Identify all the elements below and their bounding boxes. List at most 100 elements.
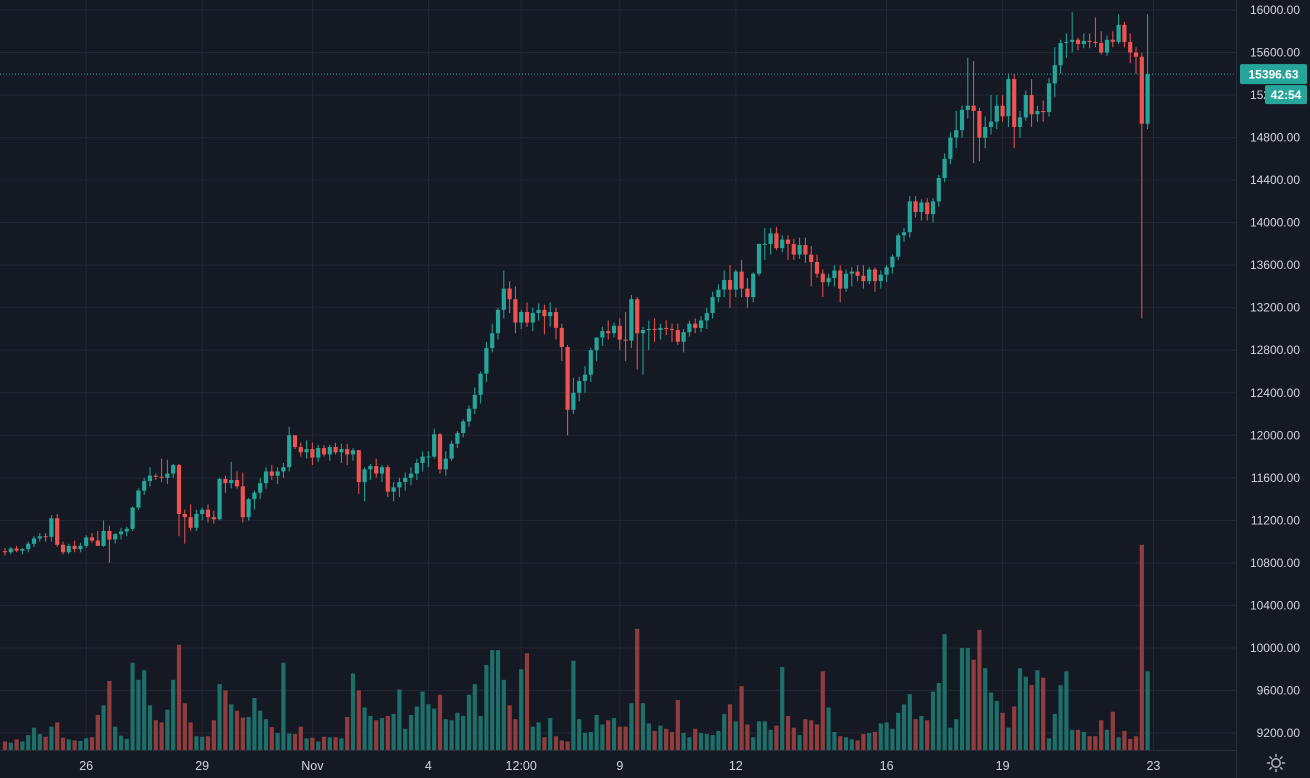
candle-body [646,328,651,331]
candle-body [414,462,419,474]
volume-bar [223,690,228,750]
volume-bar [664,728,669,750]
candle-body [211,517,216,520]
candle-body [229,479,234,484]
candle-body [1064,41,1069,43]
candle-body [432,434,437,457]
volume-bar [1128,738,1133,750]
volume-bar [20,741,25,750]
volume-bar [495,650,501,750]
volume-bar [1017,668,1023,750]
candle-body [437,434,443,470]
volume-bar [484,664,489,750]
candle-body [507,288,512,300]
volume-bar [333,737,338,750]
candle-body [611,325,617,334]
candle-body [959,109,965,131]
volume-bar [1052,713,1057,750]
volume-bar [1099,720,1104,750]
candle-body [1012,79,1017,127]
volume-bar [739,686,744,750]
candle-body [826,277,831,283]
candle-body [89,537,95,541]
volume-bar [693,728,698,750]
volume-bar [878,723,883,750]
candle-body [1000,105,1005,117]
candle-body [455,433,460,444]
volume-bar [687,737,692,750]
volume-bar [809,720,814,750]
volume-bar [252,697,257,750]
volume-bar [1087,736,1092,750]
y-tick-label: 16000.00 [1250,3,1300,17]
volume-bar [756,721,762,750]
volume-bar [1139,544,1144,750]
candle-body [768,233,773,244]
volume-bar [681,733,686,750]
gear-icon[interactable] [1266,753,1286,773]
candle-body [901,232,907,236]
candle-body [66,545,71,553]
volume-bar [1116,737,1121,750]
candle-body [640,330,646,334]
y-tick-label: 14400.00 [1250,173,1300,187]
volume-bar [78,740,83,750]
x-axis[interactable]: 26 29 Nov 4 12:00 9 12 16 19 23 [0,750,1236,774]
candle-body [252,492,257,500]
volume-bar [745,724,750,750]
volume-bar [374,720,379,750]
candle-body [339,449,344,453]
y-tick-label: 12400.00 [1250,386,1300,400]
volume-bar [490,650,495,750]
candle-body [478,373,483,395]
volume-bar [722,713,727,750]
candle-body [983,126,988,138]
volume-bar [466,694,472,750]
x-tick-label: 12:00 [506,759,537,773]
candle-body [188,517,193,528]
volume-bar [571,660,576,750]
candle-body [849,271,854,274]
volume-bar [577,719,582,750]
candle-body [843,273,849,289]
candle-body [356,450,361,483]
volume-bar [907,694,912,750]
candle-body [240,486,245,518]
volume-bar [8,742,13,750]
volume-bar [524,653,530,750]
volume-bar [733,721,738,750]
volume-bar [896,712,901,750]
volume-bar [275,733,280,750]
candle-body [345,449,350,455]
candle-body [43,536,48,538]
last-price-badge [1240,64,1307,85]
candle-body [26,543,31,550]
volume-bar [26,735,31,750]
volume-bar [762,721,767,750]
volume-bar [930,691,936,750]
volume-bar [901,704,907,750]
volume-bar [49,726,54,750]
candle-body [217,478,222,520]
volume-bar [171,679,176,750]
y-tick-label: 14800.00 [1250,131,1300,145]
candle-body [397,482,402,488]
volume-bar [698,733,704,750]
candle-body [919,202,924,213]
volume-bar [234,710,240,750]
candle-body [368,466,373,470]
y-tick-label: 12000.00 [1250,428,1300,442]
candle-body [1052,65,1057,84]
y-axis[interactable]: 9200.00 9600.00 10000.00 10400.00 10800.00 11… [1236,0,1301,778]
volume-bar [414,706,419,750]
candle-body [652,328,657,331]
candle-body [861,275,866,282]
volume-bar [107,680,112,750]
candle-body [814,261,820,274]
volume-bar [362,707,367,750]
y-tick-label: 14000.00 [1250,216,1300,230]
